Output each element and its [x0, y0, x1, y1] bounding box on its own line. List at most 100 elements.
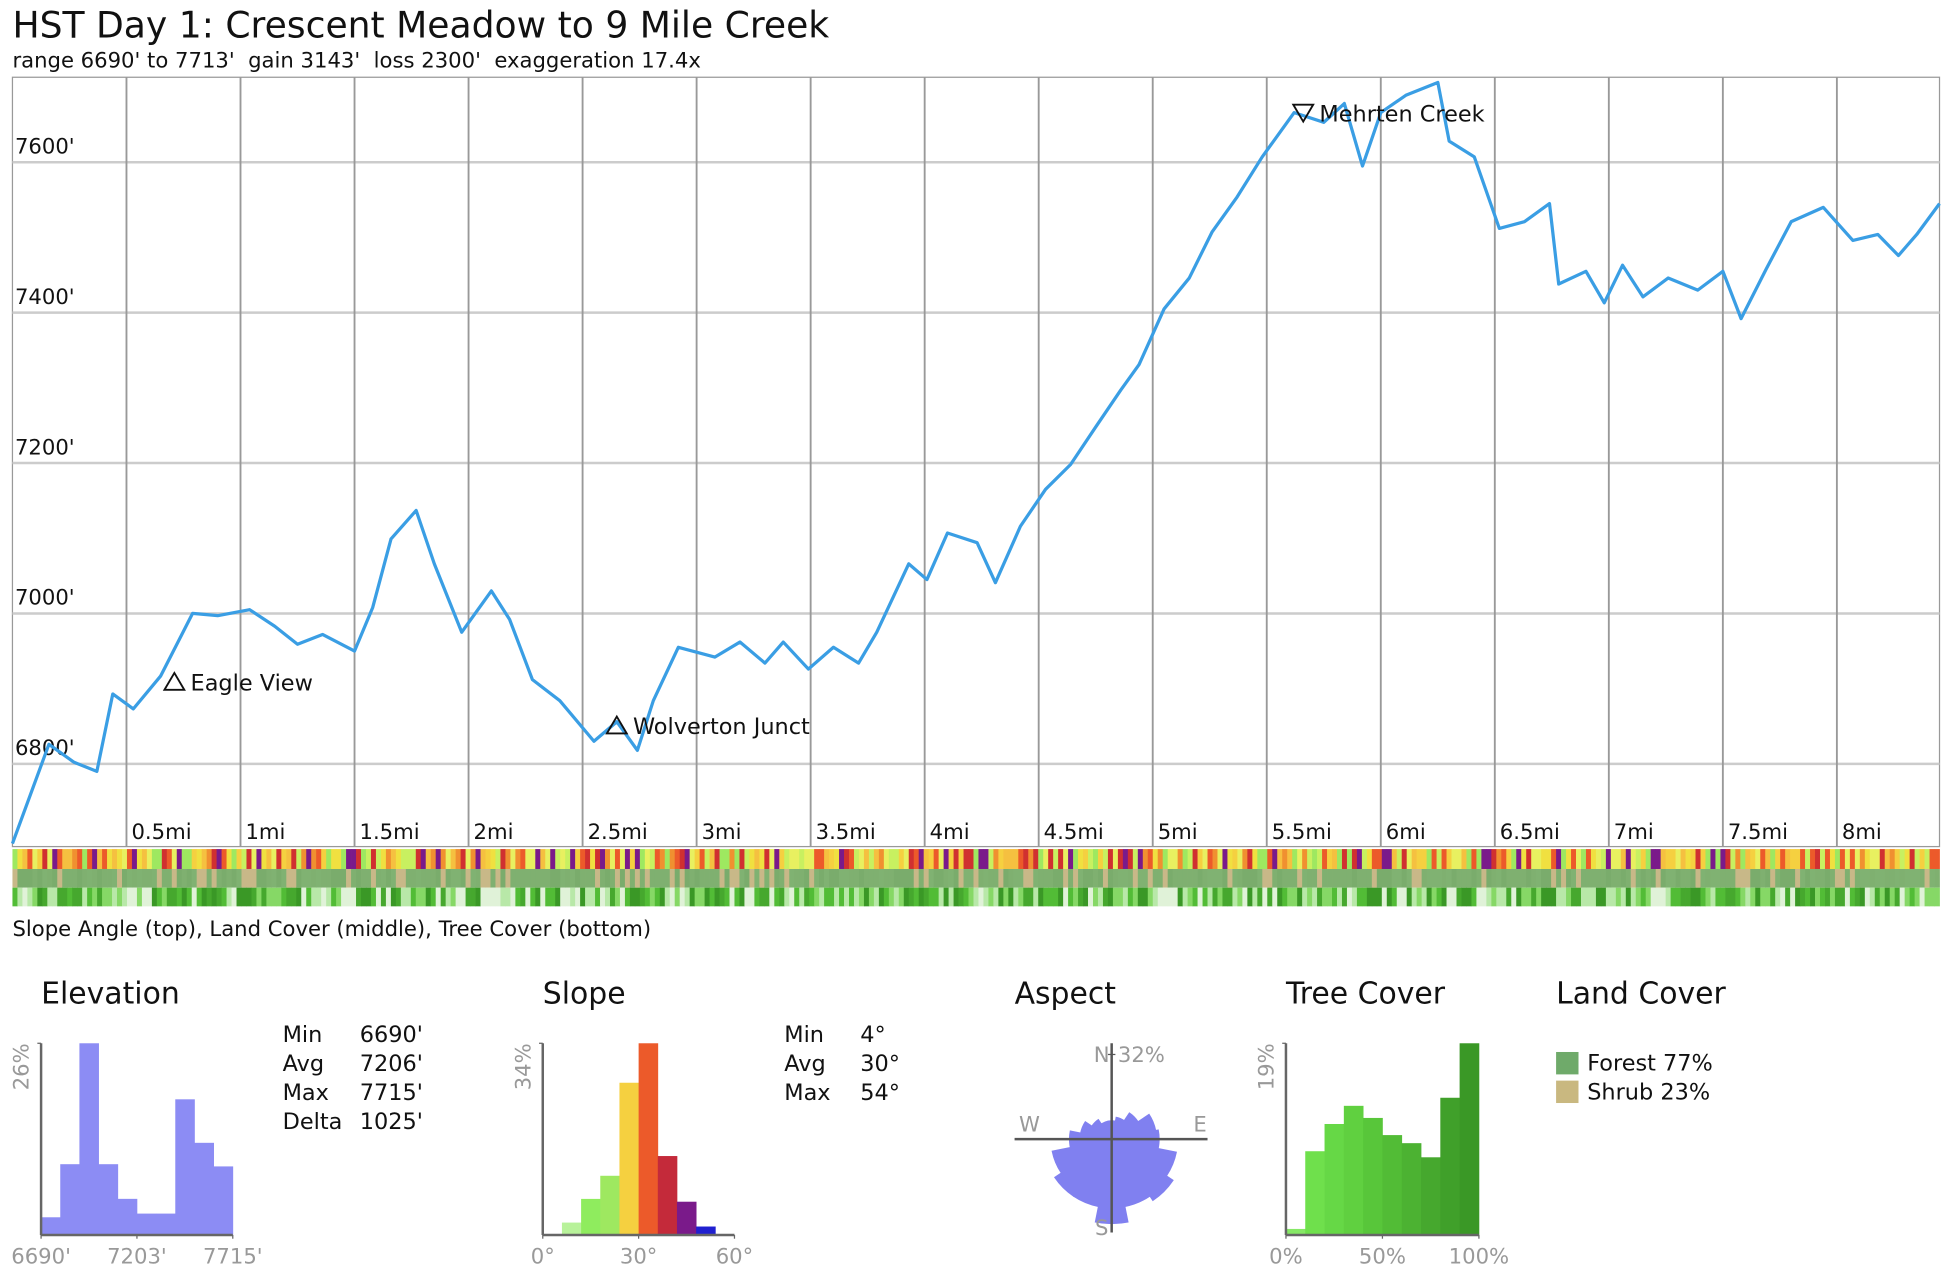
strip-cell — [246, 887, 252, 907]
strip-cell — [475, 887, 481, 907]
strip-cell — [1371, 849, 1378, 869]
strip-cell — [1033, 868, 1039, 888]
legend-value: 77% — [1663, 1051, 1713, 1077]
strip-cell — [903, 868, 910, 888]
strip-cell — [1884, 849, 1891, 869]
strip-cell — [181, 868, 188, 888]
strip-cell — [555, 849, 561, 869]
strip-cell — [689, 849, 696, 869]
strip-cell — [241, 868, 247, 888]
hist-bar — [561, 1222, 582, 1235]
strip-cell — [943, 868, 949, 888]
x-tick-label: 2.5mi — [588, 819, 648, 844]
strip-cell — [1053, 849, 1059, 869]
strip-cell — [844, 868, 850, 888]
strip-cell — [515, 887, 521, 907]
strip-cell — [1332, 849, 1338, 869]
strip-cell — [1561, 868, 1567, 888]
strip-cell — [1172, 868, 1179, 888]
strip-cell — [1889, 887, 1896, 907]
strip-cell — [1834, 849, 1841, 869]
strip-cell — [1137, 849, 1144, 869]
strip-cell — [654, 887, 661, 907]
strip-cell — [331, 849, 337, 869]
strip-cell — [669, 887, 676, 907]
strip-cell — [1929, 868, 1935, 888]
strip-cell — [764, 868, 770, 888]
strip-cell — [1655, 887, 1662, 907]
strip-cell — [605, 868, 611, 888]
strip-cell — [460, 849, 466, 869]
strip-cell — [664, 887, 671, 907]
strip-cell — [356, 887, 362, 907]
strip-cell — [1461, 849, 1467, 869]
legend-name: Forest — [1587, 1051, 1656, 1077]
strip-cell — [1889, 849, 1896, 869]
strip-cell — [1083, 887, 1089, 907]
strip-cell — [1117, 849, 1124, 869]
strip-cell — [1277, 868, 1283, 888]
strip-cell — [634, 868, 641, 888]
strip-cell — [1327, 868, 1333, 888]
strip-cell — [639, 868, 646, 888]
strip-cell — [694, 868, 700, 888]
title: HST Day 1: Crescent Meadow to 9 Mile Cre… — [12, 3, 829, 46]
strip-cell — [1386, 868, 1393, 888]
strip-cell — [1411, 887, 1418, 907]
strip-cell — [918, 868, 925, 888]
strip-cell — [938, 849, 944, 869]
strip-cell — [102, 887, 108, 907]
strip-cell — [545, 849, 551, 869]
strip-cell — [1844, 887, 1851, 907]
strip-cell — [102, 868, 108, 888]
strip-cell — [166, 849, 173, 869]
strip-cell — [1068, 849, 1074, 869]
strip-cell — [1670, 868, 1676, 888]
strip-cell — [1501, 868, 1507, 888]
strip-cell — [1312, 849, 1318, 869]
y-tick-label: 19% — [1254, 1043, 1279, 1090]
strip-cell — [1715, 887, 1721, 907]
strip-cell — [1262, 849, 1268, 869]
strip-cell — [520, 887, 526, 907]
strip-cell — [1127, 887, 1134, 907]
strip-cell — [1645, 849, 1652, 869]
strip-cell — [1227, 849, 1233, 869]
waypoint-label: Eagle View — [191, 671, 313, 697]
waypoint-marker — [162, 671, 186, 691]
strip-cell — [1810, 849, 1816, 869]
strip-cell — [1396, 868, 1403, 888]
strip-cell — [1152, 887, 1159, 907]
strip-cell — [286, 849, 292, 869]
strip-cell — [699, 849, 705, 869]
strip-cell — [1929, 849, 1935, 869]
strip-cell — [903, 849, 910, 869]
strip-cell — [1720, 868, 1726, 888]
strip-cell — [1466, 887, 1472, 907]
strip-cell — [57, 887, 63, 907]
strip-cell — [804, 887, 810, 907]
strip-cell — [814, 868, 820, 888]
strip-cell — [1924, 849, 1930, 869]
strip-cell — [1496, 887, 1502, 907]
strip-cell — [1446, 887, 1452, 907]
strip-cell — [1556, 849, 1562, 869]
strip-cell — [161, 849, 168, 869]
strip-cell — [893, 849, 900, 869]
strip-cell — [211, 849, 217, 869]
strip-cell — [1909, 887, 1915, 907]
strip-cell — [480, 868, 486, 888]
strip-cell — [410, 868, 417, 888]
strip-cell — [107, 887, 113, 907]
strip-cell — [1078, 868, 1084, 888]
strip-cell — [1820, 849, 1826, 869]
strip-cell — [445, 849, 452, 869]
strip-cell — [1112, 887, 1119, 907]
strip-cell — [490, 887, 496, 907]
strip-cell — [1839, 868, 1846, 888]
strip-cell — [156, 887, 163, 907]
strip-cell — [306, 887, 312, 907]
strip-cell — [1780, 887, 1786, 907]
strip-cell — [883, 868, 890, 888]
strip-cell — [1122, 868, 1129, 888]
